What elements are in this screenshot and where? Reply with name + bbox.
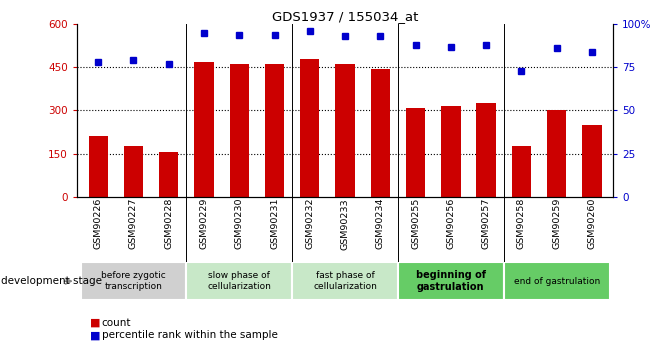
Bar bbox=[582, 125, 602, 197]
Text: GSM90228: GSM90228 bbox=[164, 198, 174, 249]
Title: GDS1937 / 155034_at: GDS1937 / 155034_at bbox=[272, 10, 418, 23]
Bar bbox=[406, 108, 425, 197]
Text: beginning of
gastrulation: beginning of gastrulation bbox=[416, 270, 486, 292]
Text: GSM90231: GSM90231 bbox=[270, 198, 279, 249]
Text: ■: ■ bbox=[90, 331, 101, 340]
Text: GSM90227: GSM90227 bbox=[129, 198, 138, 249]
Text: GSM90256: GSM90256 bbox=[446, 198, 456, 249]
Text: end of gastrulation: end of gastrulation bbox=[513, 277, 600, 286]
Text: GSM90234: GSM90234 bbox=[376, 198, 385, 249]
Bar bbox=[336, 65, 354, 197]
Bar bbox=[398, 262, 504, 300]
Text: percentile rank within the sample: percentile rank within the sample bbox=[102, 331, 278, 340]
Text: GSM90259: GSM90259 bbox=[552, 198, 561, 249]
Bar bbox=[476, 103, 496, 197]
Bar bbox=[504, 262, 610, 300]
Text: GSM90258: GSM90258 bbox=[517, 198, 526, 249]
Text: count: count bbox=[102, 318, 131, 327]
Text: ■: ■ bbox=[90, 318, 101, 327]
Bar bbox=[300, 59, 320, 197]
Bar bbox=[512, 146, 531, 197]
Bar bbox=[80, 262, 186, 300]
Text: GSM90257: GSM90257 bbox=[482, 198, 490, 249]
Text: GSM90229: GSM90229 bbox=[200, 198, 208, 249]
Bar bbox=[441, 106, 460, 197]
Bar bbox=[547, 110, 566, 197]
Text: GSM90232: GSM90232 bbox=[306, 198, 314, 249]
Bar bbox=[194, 61, 214, 197]
Text: GSM90260: GSM90260 bbox=[588, 198, 596, 249]
Text: GSM90255: GSM90255 bbox=[411, 198, 420, 249]
Bar bbox=[371, 69, 390, 197]
Bar bbox=[292, 262, 398, 300]
Text: GSM90230: GSM90230 bbox=[234, 198, 244, 249]
Bar bbox=[124, 146, 143, 197]
Text: fast phase of
cellularization: fast phase of cellularization bbox=[313, 271, 377, 291]
Bar bbox=[159, 152, 178, 197]
Text: before zygotic
transcription: before zygotic transcription bbox=[101, 271, 166, 291]
Text: GSM90226: GSM90226 bbox=[94, 198, 103, 249]
Bar bbox=[88, 136, 108, 197]
Text: development stage: development stage bbox=[1, 276, 103, 286]
Bar bbox=[230, 65, 249, 197]
Bar bbox=[186, 262, 292, 300]
Bar bbox=[265, 64, 284, 197]
Text: slow phase of
cellularization: slow phase of cellularization bbox=[207, 271, 271, 291]
Text: GSM90233: GSM90233 bbox=[340, 198, 350, 249]
